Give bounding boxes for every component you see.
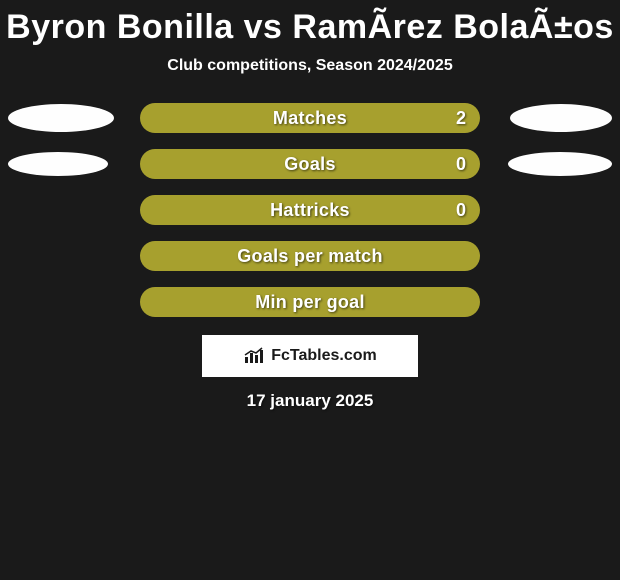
stat-bar: Min per goal — [140, 287, 480, 317]
left-marker-ellipse — [8, 104, 114, 132]
stat-label: Goals — [284, 154, 336, 175]
stat-bar: Hattricks 0 — [140, 195, 480, 225]
stat-label: Goals per match — [237, 246, 383, 267]
stat-label: Min per goal — [255, 292, 365, 313]
chart-icon — [243, 347, 265, 365]
stat-bar: Goals 0 — [140, 149, 480, 179]
stat-label: Hattricks — [270, 200, 350, 221]
stat-value: 0 — [456, 200, 466, 221]
stat-value: 0 — [456, 154, 466, 175]
page-title: Byron Bonilla vs RamÃ­rez BolaÃ±os — [6, 8, 614, 47]
subtitle: Club competitions, Season 2024/2025 — [167, 57, 452, 75]
source-badge: FcTables.com — [202, 335, 418, 377]
right-marker-ellipse — [510, 104, 612, 132]
left-marker-ellipse — [8, 152, 108, 176]
comparison-infographic: Byron Bonilla vs RamÃ­rez BolaÃ±os Club … — [0, 0, 620, 411]
stat-row-matches: Matches 2 — [0, 103, 620, 133]
right-marker-ellipse — [508, 152, 612, 176]
stat-row-hattricks: Hattricks 0 — [0, 195, 620, 225]
stat-value: 2 — [456, 108, 466, 129]
stat-bar: Goals per match — [140, 241, 480, 271]
stat-row-goals: Goals 0 — [0, 149, 620, 179]
stat-bar: Matches 2 — [140, 103, 480, 133]
stat-row-min-per-goal: Min per goal — [0, 287, 620, 317]
stat-row-goals-per-match: Goals per match — [0, 241, 620, 271]
stat-rows: Matches 2 Goals 0 Hattricks 0 Goals per … — [0, 103, 620, 317]
date-label: 17 january 2025 — [247, 391, 374, 411]
stat-label: Matches — [273, 108, 347, 129]
source-badge-text: FcTables.com — [271, 347, 377, 365]
